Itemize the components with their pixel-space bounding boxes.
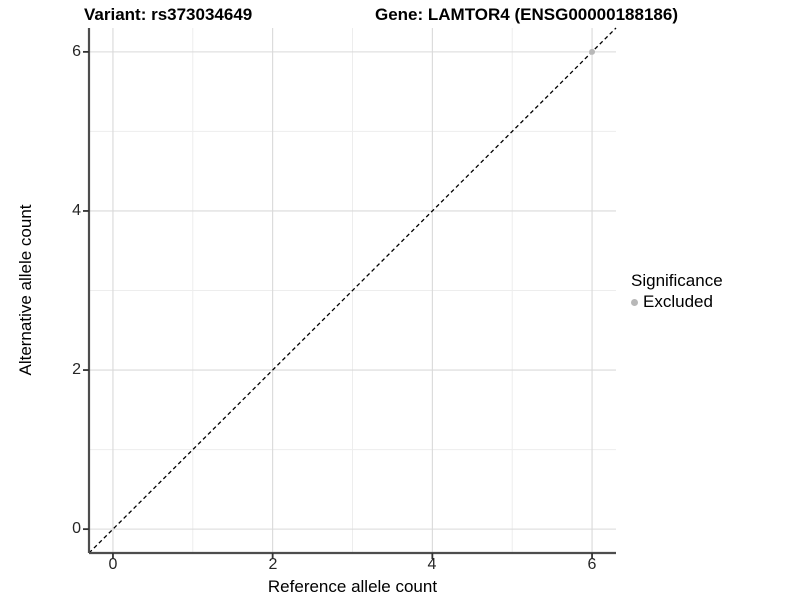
- x-tick-label-0: 0: [108, 556, 118, 573]
- legend-item-label: Excluded: [643, 292, 713, 311]
- legend-item-excluded: Excluded: [631, 293, 723, 311]
- y-axis-title: Alternative allele count: [16, 204, 35, 376]
- identity-dashed-line: [88, 27, 617, 554]
- x-tick-label-4: 4: [427, 556, 437, 573]
- x-tick-label-2: 2: [268, 556, 278, 573]
- legend: Significance Excluded: [631, 271, 723, 311]
- y-tick-label-4: 4: [72, 202, 81, 219]
- y-tick-label-0: 0: [72, 520, 81, 537]
- x-axis-title: Reference allele count: [267, 577, 438, 596]
- plot-title-variant: Variant: rs373034649: [84, 5, 253, 24]
- legend-point-icon: [631, 298, 638, 306]
- y-tick-label-6: 6: [72, 43, 81, 60]
- plot-panel: [83, 27, 617, 559]
- data-point: [589, 48, 596, 55]
- x-tick-label-6: 6: [587, 556, 597, 573]
- plot-canvas: [83, 27, 617, 559]
- legend-title: Significance: [631, 271, 723, 290]
- plot-title-gene: Gene: LAMTOR4 (ENSG00000188186): [375, 5, 678, 24]
- y-tick-label-2: 2: [72, 361, 81, 378]
